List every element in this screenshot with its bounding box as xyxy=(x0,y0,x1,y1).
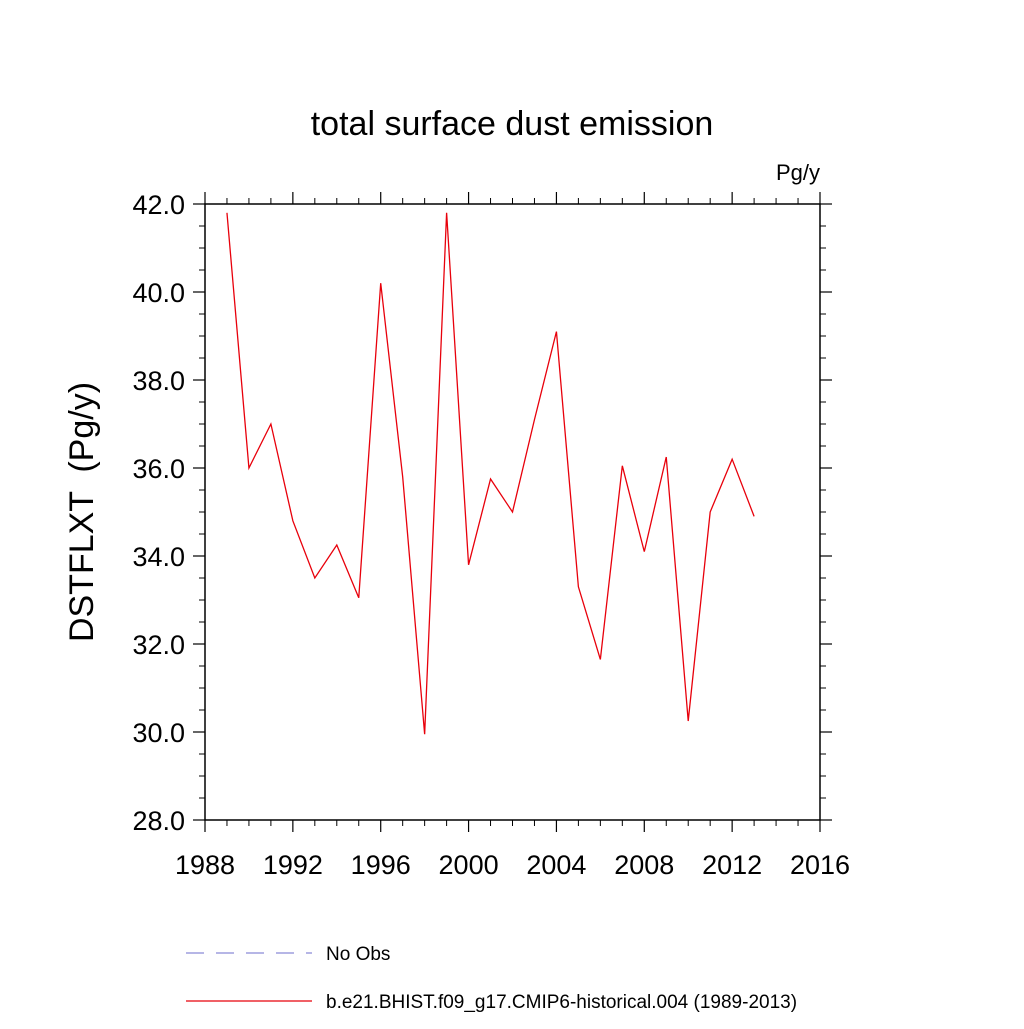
x-tick-label: 2004 xyxy=(526,850,586,880)
series-line xyxy=(226,212,755,735)
y-tick-label: 42.0 xyxy=(132,190,185,220)
data-series xyxy=(226,212,755,735)
x-tick-label: 1992 xyxy=(263,850,323,880)
x-tick-label: 2012 xyxy=(702,850,762,880)
legend-label: No Obs xyxy=(326,944,390,965)
x-tick-label: 2000 xyxy=(439,850,499,880)
y-tick-label: 36.0 xyxy=(132,454,185,484)
x-tick-label: 2008 xyxy=(614,850,674,880)
y-tick-label: 32.0 xyxy=(132,630,185,660)
x-tick-label: 1988 xyxy=(175,850,235,880)
chart-title: total surface dust emission xyxy=(311,105,714,143)
legend-label: b.e21.BHIST.f09_g17.CMIP6-historical.004… xyxy=(326,992,797,1013)
y-tick-label: 30.0 xyxy=(132,718,185,748)
units-label: Pg/y xyxy=(776,160,820,185)
x-tick-label: 1996 xyxy=(351,850,411,880)
y-tick-label: 40.0 xyxy=(132,278,185,308)
y-axis-label: DSTFLXT (Pg/y) xyxy=(63,382,101,642)
x-tick-label: 2016 xyxy=(790,850,850,880)
y-tick-label: 34.0 xyxy=(132,542,185,572)
axis-ticks: 1988 1992 1996 2000 2004 2008 2012 2016 28.0 30.0… xyxy=(132,190,850,880)
y-tick-label: 28.0 xyxy=(132,806,185,836)
y-tick-label: 38.0 xyxy=(132,366,185,396)
legend: No Obs b.e21.BHIST.f09_g17.CMIP6-historic… xyxy=(186,944,797,1013)
